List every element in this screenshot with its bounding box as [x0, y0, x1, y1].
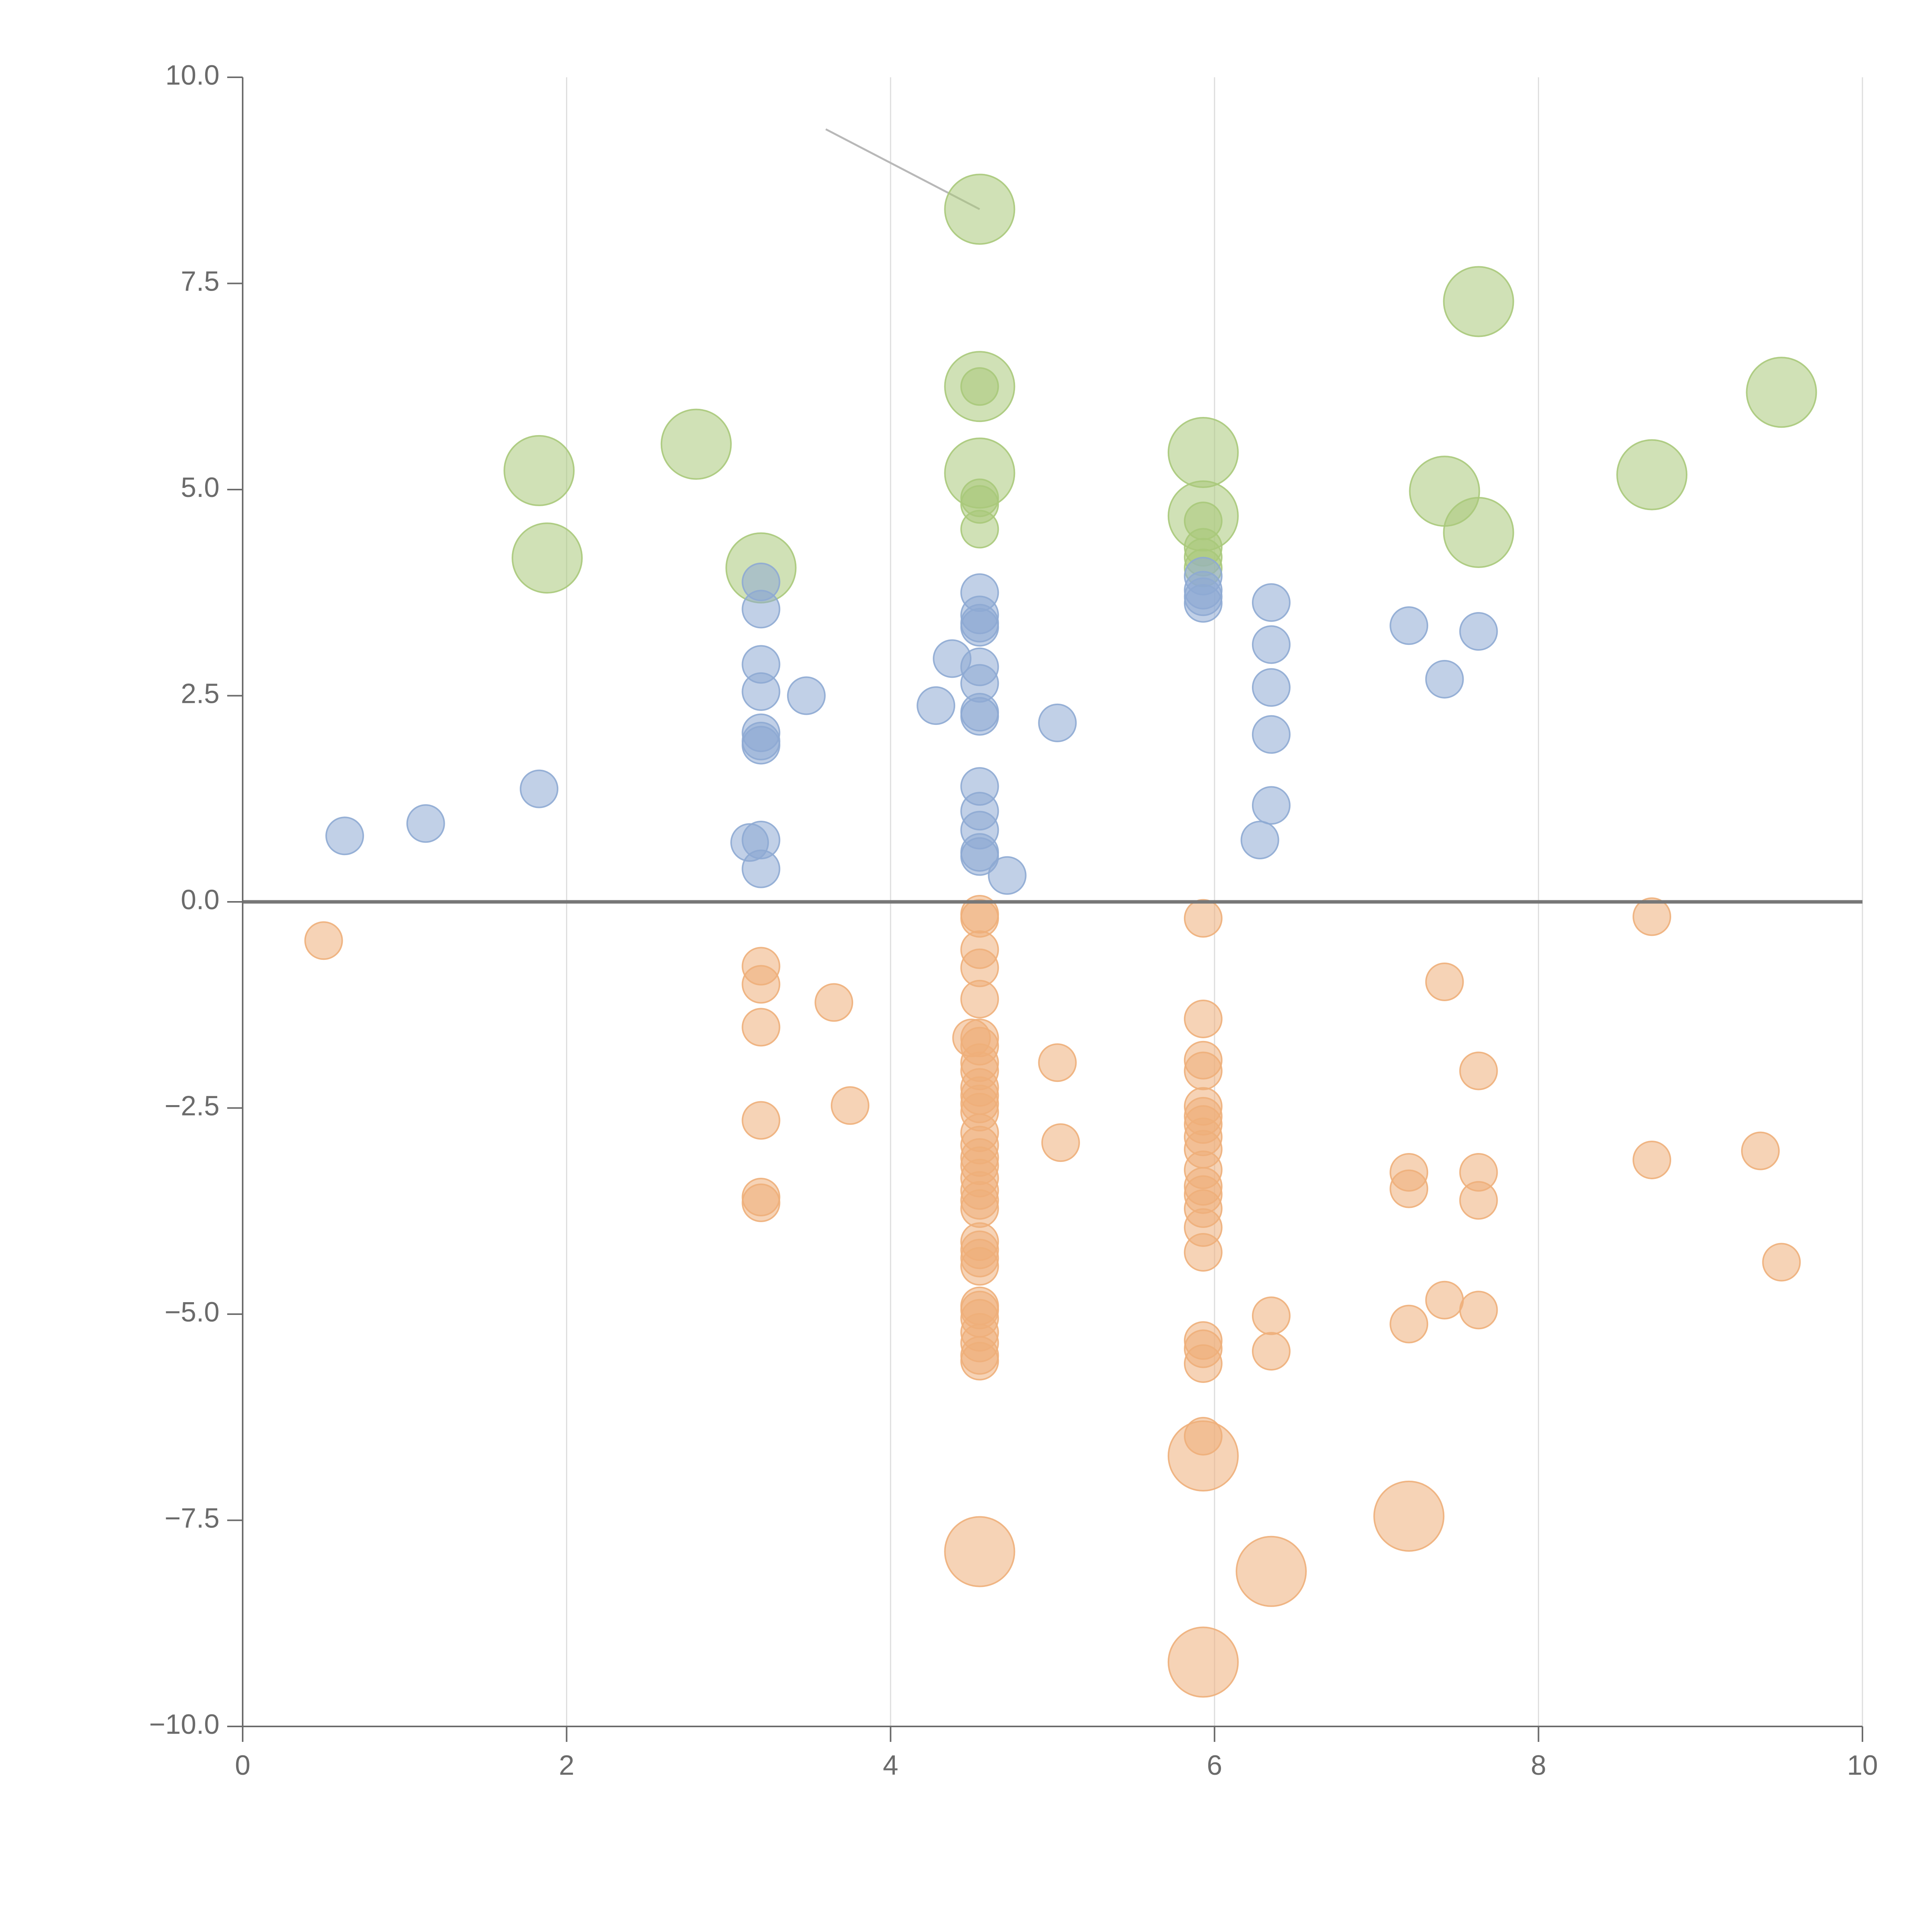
green-point [1616, 439, 1688, 510]
x-tick-label: 6 [1207, 1750, 1222, 1781]
orange-point [1741, 1131, 1780, 1170]
x-tick-label: 8 [1531, 1750, 1546, 1781]
orange-point [1762, 1243, 1801, 1282]
orange-point [1633, 1140, 1672, 1179]
blue-point [406, 804, 445, 843]
y-tick-label: −7.5 [165, 1503, 219, 1534]
green-point [1746, 357, 1817, 428]
orange-point [1425, 962, 1464, 1001]
green-point [1443, 497, 1514, 568]
y-tick-label: 7.5 [181, 266, 219, 297]
orange-point [1184, 1000, 1223, 1039]
y-tick-label: −2.5 [165, 1091, 219, 1122]
orange-point [742, 1101, 781, 1140]
orange-point [1167, 1626, 1239, 1698]
orange-point [1041, 1123, 1080, 1162]
blue-point [742, 672, 781, 711]
blue-point [742, 726, 781, 765]
x-tick-label: 10 [1847, 1750, 1878, 1781]
blue-point [520, 769, 559, 808]
orange-point [742, 1008, 781, 1047]
blue-point [960, 837, 999, 876]
y-tick-label: −10.0 [149, 1709, 219, 1740]
green-point [1167, 417, 1239, 488]
x-tick-label: 2 [559, 1750, 574, 1781]
orange-point [960, 1342, 999, 1381]
orange-point [960, 1247, 999, 1286]
blue-point [787, 676, 826, 715]
orange-point [1633, 897, 1672, 936]
orange-point [1373, 1480, 1445, 1552]
orange-point [1184, 1233, 1223, 1272]
orange-point [960, 1189, 999, 1228]
blue-point [1252, 625, 1291, 664]
axes: 10.0 7.5 5.0 2.5 0.0 −2.5 −5.0 −7.5 −10.0 0 2 4 6 8 10 [149, 60, 1878, 1781]
x-tick-label: 0 [235, 1750, 250, 1781]
y-tick-label: 0.0 [181, 884, 219, 915]
blue-point [1389, 606, 1429, 645]
orange-point [1184, 1344, 1223, 1383]
orange-point [831, 1086, 869, 1125]
blue-point [988, 856, 1027, 895]
orange-point [1038, 1043, 1077, 1082]
blue-point [742, 590, 781, 629]
blue-point [1038, 703, 1077, 742]
orange-point [1425, 1281, 1464, 1320]
green-point [503, 435, 575, 506]
blue-point [1252, 786, 1291, 825]
green-point [944, 173, 1015, 245]
orange-point [960, 980, 999, 1019]
blue-point [1184, 584, 1223, 623]
orange-point [1184, 899, 1223, 938]
blue-point [1459, 612, 1498, 651]
blue-point [917, 686, 956, 725]
orange-point [1389, 1304, 1429, 1344]
blue-point [742, 849, 781, 888]
blue-point [1252, 583, 1291, 622]
blue-point [1252, 668, 1291, 707]
y-tick-label: 2.5 [181, 679, 219, 709]
blue-point [960, 697, 999, 736]
orange-point [1459, 1291, 1498, 1330]
orange-point [1252, 1332, 1291, 1371]
y-tick-label: 10.0 [165, 60, 219, 91]
y-tick-label: −5.0 [165, 1297, 219, 1328]
blue-point [325, 816, 364, 855]
blue-point [1425, 660, 1464, 699]
orange-point [1167, 1420, 1239, 1492]
green-point [960, 367, 999, 406]
green-point [960, 510, 999, 549]
y-tick-label: 5.0 [181, 472, 219, 503]
orange-point [1252, 1296, 1291, 1335]
green-point [660, 408, 732, 480]
orange-point [742, 965, 781, 1004]
green-point [512, 522, 583, 594]
orange-point [815, 983, 854, 1022]
x-tick-label: 4 [883, 1750, 898, 1781]
orange-point [1235, 1536, 1307, 1607]
orange-point [304, 921, 343, 960]
orange-point [1389, 1169, 1429, 1208]
blue-point [1252, 715, 1291, 754]
green-point [1443, 266, 1514, 337]
orange-point [1459, 1051, 1498, 1090]
blue-point [1240, 820, 1279, 859]
data-points [304, 173, 1817, 1698]
orange-point [742, 1183, 781, 1222]
orange-point [1459, 1181, 1498, 1220]
orange-point [944, 1516, 1015, 1587]
orange-point [1184, 1051, 1223, 1090]
blue-point [960, 608, 999, 647]
